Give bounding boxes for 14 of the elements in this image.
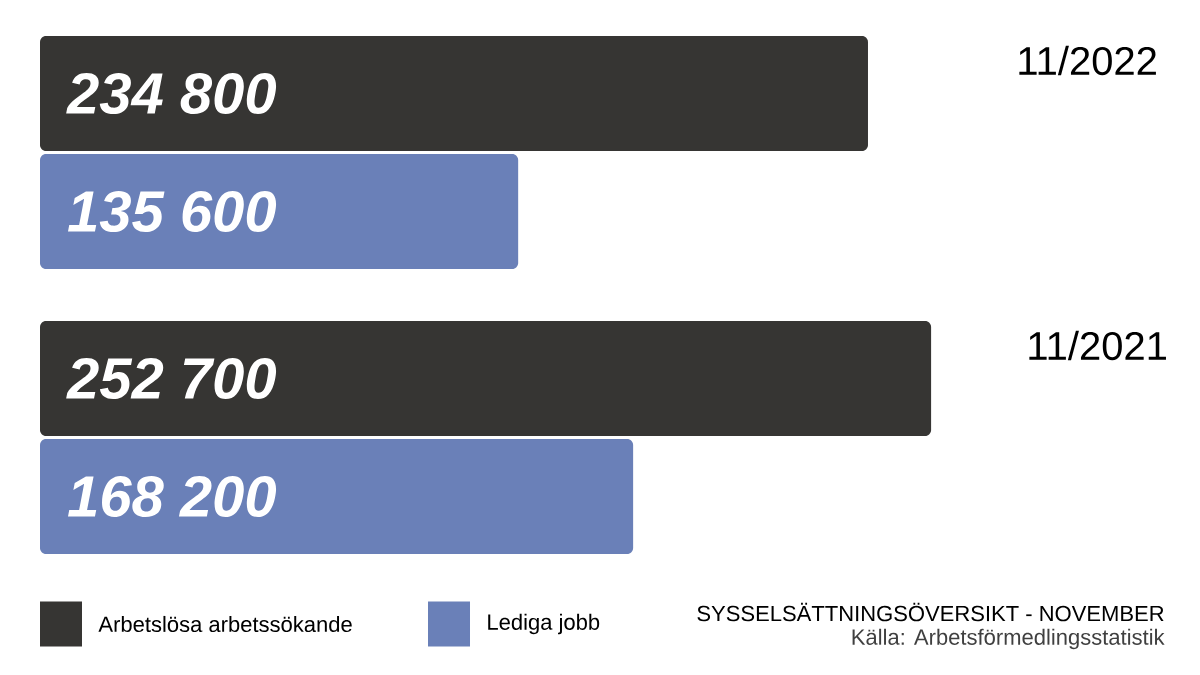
legend-label: Arbetslösa arbetssökande [98, 615, 352, 633]
bar [40, 35, 868, 151]
y-tick-label: 11/2022 [1019, 45, 1156, 76]
data-label: 252 700 [66, 357, 277, 400]
y-tick-label: 11/2021 [1029, 330, 1166, 361]
bar [40, 154, 519, 269]
bar [40, 439, 634, 554]
data-label: 135 600 [68, 190, 277, 233]
data-label: 168 200 [68, 475, 277, 518]
legend-label: Lediga jobb [488, 613, 600, 635]
text: SYSSELSÄTTNINGSÖVERSIKT - NOVEMBER [697, 602, 1164, 622]
text: Källa: Arbetsförmedlingsstatistik [852, 628, 1165, 650]
data-label: 234 800 [66, 72, 277, 115]
bar [40, 321, 932, 436]
